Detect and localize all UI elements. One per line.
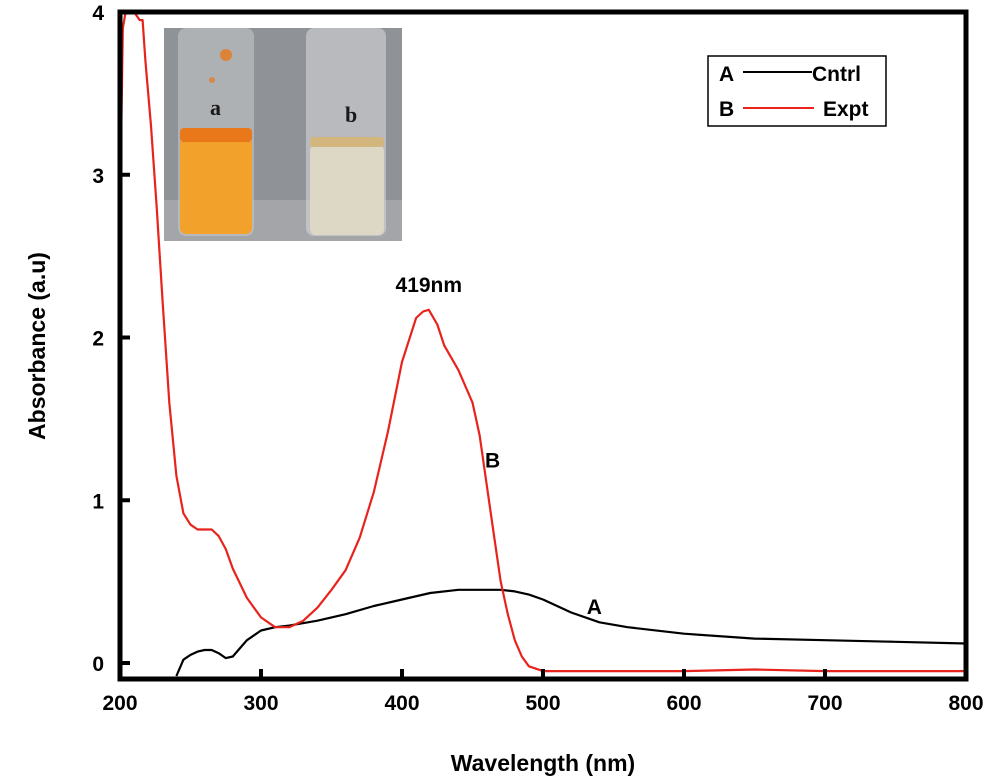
y-axis-title: Absorbance (a.u) <box>24 252 50 440</box>
legend-letter-b: B <box>719 98 734 121</box>
annotation-curve-label: B <box>485 450 500 473</box>
legend-label-cntrl: Cntrl <box>812 63 861 86</box>
ticks-layer: 200 300 400 500 600 700 800 0 1 2 3 4 <box>92 2 983 715</box>
series-line-cntrl <box>175 588 967 677</box>
tube-a: a <box>178 28 254 236</box>
x-axis-title: Wavelength (nm) <box>451 750 635 776</box>
tube-b-ring <box>310 137 384 147</box>
y-tick-label: 0 <box>92 653 104 676</box>
annotation-peak-label: 419nm <box>396 274 463 297</box>
tube-a-label: a <box>210 95 221 120</box>
y-tick-label: 2 <box>92 328 104 351</box>
legend-box <box>707 55 887 127</box>
x-tick-label: 700 <box>807 692 842 715</box>
x-tick-label: 800 <box>948 692 983 715</box>
tube-b: b <box>306 28 386 236</box>
x-tick-label: 400 <box>384 692 419 715</box>
series-layer <box>118 10 967 677</box>
y-tick-label: 3 <box>92 165 104 188</box>
legend-label-expt: Expt <box>823 98 869 121</box>
tube-a-ring <box>180 128 252 142</box>
annotation-curve-label: A <box>587 596 602 619</box>
x-tick-label: 500 <box>525 692 560 715</box>
y-tick-label: 4 <box>92 2 104 25</box>
legend: A Cntrl B Expt <box>707 55 887 127</box>
tube-a-speck <box>220 49 232 61</box>
tube-b-solution <box>310 145 384 235</box>
inset-photo: a b <box>164 28 402 241</box>
tube-b-label: b <box>345 102 357 127</box>
series-line-expt <box>118 10 966 673</box>
annotation-layer: 419nm B A <box>396 274 602 619</box>
tube-a-solution <box>180 138 252 234</box>
x-tick-label: 200 <box>102 692 137 715</box>
legend-letter-a: A <box>719 63 734 86</box>
x-tick-label: 300 <box>243 692 278 715</box>
x-tick-label: 600 <box>666 692 701 715</box>
y-tick-label: 1 <box>92 490 104 513</box>
tube-a-speck <box>209 77 215 83</box>
